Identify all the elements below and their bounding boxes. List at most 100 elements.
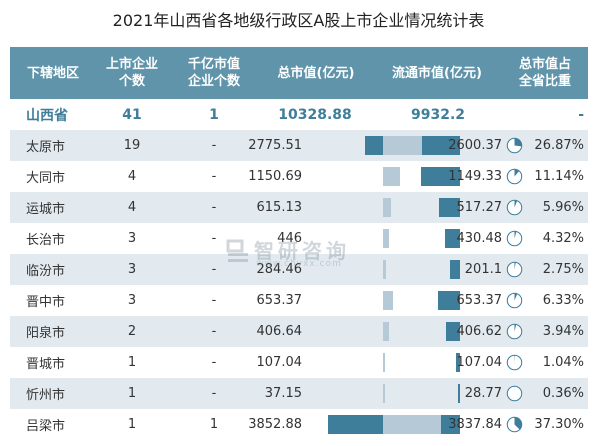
circulating-value: 28.77: [464, 386, 502, 401]
region-name: 晋城市: [26, 357, 66, 372]
share-pie-icon: [506, 137, 523, 154]
circulating-value-bar: [383, 198, 391, 217]
circulating-value-bar: [383, 384, 385, 403]
province-circ: 9932.2: [410, 106, 466, 123]
listed-count: 2: [127, 324, 137, 339]
total-value: 406.64: [256, 324, 303, 339]
table-row: 晋城市 1 - 107.04 107.04 1.04%: [10, 347, 588, 378]
total-value: 653.37: [256, 293, 303, 308]
total-value-bar: [456, 353, 460, 372]
listed-count: 1: [127, 386, 137, 401]
hundred-billion-count: -: [211, 386, 217, 401]
share-pie-slice: [514, 200, 518, 208]
share-pie-slice: [514, 324, 517, 332]
circulating-value: 2600.37: [448, 138, 502, 153]
province-total-row: 山西省 41 1 10328.88 9932.2 -: [10, 99, 588, 130]
table-row: 晋中市 3 - 653.37 653.37 6.33%: [10, 285, 588, 316]
row-bars: [10, 161, 588, 192]
hundred-billion-count: -: [211, 355, 217, 370]
circulating-value-bar: [383, 229, 390, 248]
share-pie-icon: [506, 168, 523, 185]
listed-count: 4: [127, 169, 137, 184]
header-total-value: 总市值(亿元): [277, 65, 355, 81]
total-value: 615.13: [256, 200, 303, 215]
row-bars: [10, 130, 588, 161]
table-header: 下辖地区 上市企业 个数 千亿市值 企业个数 总市值(亿元) 流通市值(亿元) …: [10, 47, 588, 99]
circulating-value: 653.37: [456, 293, 503, 308]
circulating-value: 201.1: [464, 262, 502, 277]
share-pie-icon: [506, 323, 523, 340]
total-value: 107.04: [256, 355, 303, 370]
header-count: 上市企业 个数: [96, 47, 168, 99]
share-pie-slice: [514, 417, 522, 430]
circulating-value: 1149.33: [448, 169, 502, 184]
circulating-value: 3837.84: [448, 417, 502, 432]
share-pie-slice: [514, 138, 522, 147]
region-name: 忻州市: [26, 388, 66, 403]
circulating-value: 107.04: [456, 355, 503, 370]
share-pie-icon: [506, 199, 523, 216]
listed-count: 1: [127, 417, 137, 432]
circulating-value: 517.27: [456, 200, 503, 215]
share-value: 37.30%: [534, 417, 584, 432]
circulating-value: 430.48: [456, 231, 503, 246]
table-row: 长治市 3 - 446 430.48 4.32%: [10, 223, 588, 254]
row-bars: [10, 378, 588, 409]
share-value: 11.14%: [534, 169, 584, 184]
total-value-bar: [446, 322, 460, 341]
header-share-line1: 总市值占: [518, 57, 571, 72]
hundred-billion-count: -: [211, 169, 217, 184]
table-row: 吕梁市 1 1 3852.88 3837.84 37.30%: [10, 409, 588, 440]
header-count-line1: 上市企业: [105, 57, 158, 72]
hundred-billion-count: -: [211, 138, 217, 153]
share-value: 5.96%: [542, 200, 584, 215]
region-name: 临汾市: [26, 264, 66, 279]
region-name: 长治市: [26, 233, 66, 248]
hundred-billion-count: -: [211, 231, 217, 246]
province-share: -: [578, 106, 584, 123]
province-total: 10328.88: [278, 106, 352, 123]
total-value-bar: [438, 198, 460, 217]
table-row: 阳泉市 2 - 406.64 406.62 3.94%: [10, 316, 588, 347]
circulating-value-bar: [383, 322, 390, 341]
circulating-value: 406.62: [456, 324, 503, 339]
circulating-value-bar: [383, 353, 385, 372]
province-hundred-billion: 1: [209, 106, 219, 123]
header-count-line2: 个数: [118, 74, 145, 89]
table-row: 忻州市 1 - 37.15 28.77 0.36%: [10, 378, 588, 409]
circulating-value-bar: [383, 167, 401, 186]
share-value: 1.04%: [542, 355, 584, 370]
header-hundred-billion: 千亿市值 企业个数: [168, 47, 260, 99]
total-value: 284.46: [256, 262, 303, 277]
header-share: 总市值占 全省比重: [502, 47, 588, 99]
region-name: 阳泉市: [26, 326, 66, 341]
province-count: 41: [122, 106, 142, 123]
total-value: 446: [277, 231, 302, 246]
region-name: 太原市: [26, 140, 66, 155]
header-hundred-line2: 企业个数: [187, 74, 240, 89]
share-pie-slice: [514, 231, 517, 239]
header-circulating-value: 流通市值(亿元): [392, 65, 482, 81]
table-title: 2021年山西省各地级行政区A股上市企业情况统计表: [112, 11, 485, 30]
share-pie-icon: [506, 230, 523, 247]
share-pie-icon: [506, 385, 523, 402]
total-value: 37.15: [264, 386, 302, 401]
table-row: 运城市 4 - 615.13 517.27 5.96%: [10, 192, 588, 223]
total-value: 2775.51: [248, 138, 302, 153]
row-bars: [10, 254, 588, 285]
share-pie-icon: [506, 292, 523, 309]
total-value-bar: [437, 291, 460, 310]
share-value: 0.36%: [542, 386, 584, 401]
row-bars: [10, 223, 588, 254]
total-value-bar: [420, 167, 460, 186]
hundred-billion-count: -: [211, 262, 217, 277]
share-pie-icon: [506, 354, 523, 371]
share-value: 6.33%: [542, 293, 584, 308]
row-bars: [10, 409, 588, 440]
circulating-value-bar: [383, 260, 387, 279]
listed-count: 1: [127, 355, 137, 370]
listed-count: 3: [127, 293, 137, 308]
region-name: 吕梁市: [26, 419, 66, 434]
share-pie-icon: [506, 261, 523, 278]
row-bars: [10, 192, 588, 223]
